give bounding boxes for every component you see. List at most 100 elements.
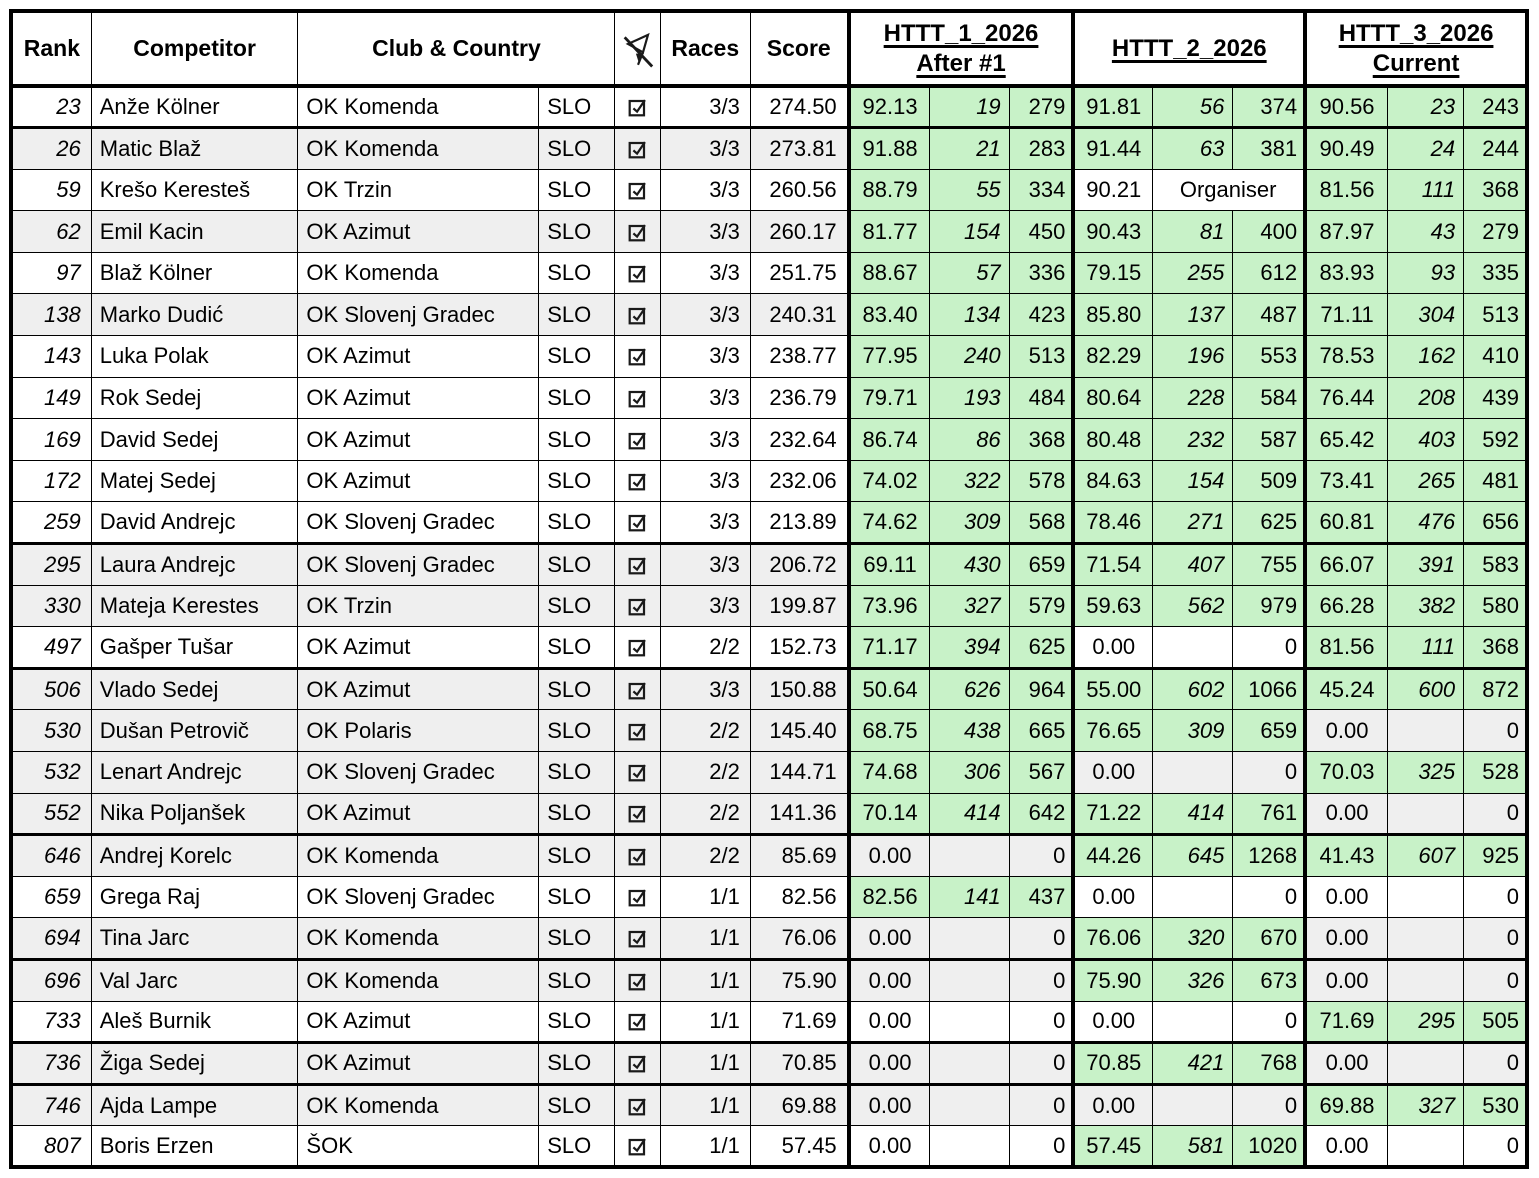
country-cell: SLO (538, 418, 616, 461)
race-2-points-cell: 673 (1232, 958, 1306, 1002)
status-cell (614, 584, 661, 628)
race-3-score-cell: 81.56 (1303, 626, 1388, 670)
checkbox-checked-icon (616, 178, 658, 202)
club-cell: OK Slovenj Gradec (297, 543, 540, 586)
total-score-cell: 82.56 (749, 875, 850, 919)
checkbox-checked-icon (616, 1051, 658, 1075)
race-2-points-cell: 0 (1232, 626, 1306, 670)
race-2-score-cell: 91.81 (1071, 85, 1154, 130)
competitor-row: 59 Krešo Keresteš OK Trzin SLO 3/3 260.56 88.… (10, 168, 1528, 212)
race-2-position-cell (1152, 626, 1234, 670)
checkbox-checked-icon (616, 553, 658, 577)
race-2-score-cell: 71.54 (1071, 543, 1154, 586)
competitor-name-cell: Grega Raj (90, 875, 299, 919)
race-1-score-cell: 0.00 (846, 834, 931, 877)
status-cell (614, 834, 661, 877)
club-cell: OK Azimut (297, 335, 540, 378)
competitor-name-cell: Blaž Kölner (90, 251, 299, 295)
competitor-row: 696 Val Jarc OK Komenda SLO 1/1 75.90 0.00 0 75… (10, 958, 1528, 1002)
rank-cell: 26 (10, 127, 92, 170)
race-2-position-cell: 581 (1152, 1125, 1234, 1168)
race-1-score-cell: 0.00 (846, 1125, 931, 1168)
race-3-score-cell: 0.00 (1303, 1125, 1388, 1168)
race-3-points-cell: 0 (1463, 1125, 1528, 1168)
competitor-name-cell: Marko Dudić (90, 293, 299, 337)
race-2-score-cell: 59.63 (1071, 584, 1154, 628)
race-1-position-cell: 21 (929, 127, 1010, 170)
race-2-position-cell: 63 (1152, 127, 1234, 170)
race-1-points-cell: 0 (1008, 1125, 1074, 1168)
race-2-position-cell (1152, 1083, 1234, 1127)
race-3-points-cell: 592 (1463, 418, 1528, 461)
status-cell (614, 1000, 661, 1045)
race-1-position-cell: 327 (929, 584, 1010, 628)
rank-cell: 62 (10, 210, 92, 253)
race-3-position-cell: 111 (1386, 626, 1465, 670)
race-3-position-cell (1386, 1125, 1465, 1168)
rank-cell: 138 (10, 293, 92, 337)
race-1-score-cell: 81.77 (846, 210, 931, 253)
total-score-cell: 85.69 (749, 834, 850, 877)
competitor-name-cell: Vlado Sedej (90, 667, 299, 711)
total-score-cell: 150.88 (749, 667, 850, 711)
races-cell: 3/3 (659, 667, 751, 711)
checkbox-checked-icon (616, 719, 658, 743)
status-cell (614, 626, 661, 670)
total-score-cell: 152.73 (749, 626, 850, 670)
race-2-points-cell: 584 (1232, 376, 1306, 420)
race-2-position-cell (1152, 751, 1234, 794)
race-3-position-cell: 304 (1386, 293, 1465, 337)
race-1-position-cell: 134 (929, 293, 1010, 337)
races-cell: 3/3 (659, 251, 751, 295)
race-1-position-cell (929, 834, 1010, 877)
status-cell (614, 293, 661, 337)
status-cell (614, 792, 661, 837)
club-cell: OK Azimut (297, 1000, 540, 1045)
race-2-points-cell: 587 (1232, 418, 1306, 461)
race-3-score-cell: 78.53 (1303, 335, 1388, 378)
race-2-position-cell: 81 (1152, 210, 1234, 253)
competitor-row: 26 Matic Blaž OK Komenda SLO 3/3 273.81 91.88… (10, 127, 1528, 170)
race-2-points-cell: 659 (1232, 709, 1306, 752)
country-cell: SLO (538, 85, 616, 130)
status-cell (614, 1083, 661, 1127)
competitor-name-cell: David Sedej (90, 418, 299, 461)
race-1-position-cell: 154 (929, 210, 1010, 253)
race-3-score-cell: 0.00 (1303, 958, 1388, 1002)
competitor-row: 506 Vlado Sedej OK Azimut SLO 3/3 150.88 50.6… (10, 667, 1528, 711)
total-score-cell: 260.17 (749, 210, 850, 253)
checkbox-checked-icon (616, 510, 658, 534)
race-3-points-cell: 0 (1463, 917, 1528, 961)
race-1-position-cell (929, 1083, 1010, 1127)
race-1-score-cell: 82.56 (846, 875, 931, 919)
country-cell: SLO (538, 335, 616, 378)
race-2-score-cell: 91.44 (1071, 127, 1154, 170)
race-3-score-cell: 66.07 (1303, 543, 1388, 586)
race-1-position-cell: 57 (929, 251, 1010, 295)
competitor-name-cell: Val Jarc (90, 958, 299, 1002)
competitor-row: 694 Tina Jarc OK Komenda SLO 1/1 76.06 0.00 0 7… (10, 917, 1528, 961)
race-2-position-cell: 562 (1152, 584, 1234, 628)
race-1-score-cell: 70.14 (846, 792, 931, 837)
club-cell: OK Trzin (297, 584, 540, 628)
race-1-score-cell: 74.68 (846, 751, 931, 794)
status-cell (614, 958, 661, 1002)
race-3-score-cell: 0.00 (1303, 875, 1388, 919)
race-1-position-cell (929, 1042, 1010, 1086)
races-cell: 1/1 (659, 875, 751, 919)
race-2-position-cell: 196 (1152, 335, 1234, 378)
race-3-points-cell: 481 (1463, 459, 1528, 503)
col-header-club-country: Club & Country (297, 10, 616, 88)
race-2-points-cell: 761 (1232, 792, 1306, 837)
total-score-cell: 274.50 (749, 85, 850, 130)
club-cell: OK Slovenj Gradec (297, 875, 540, 919)
race-2-points-cell: 670 (1232, 917, 1306, 961)
race-3-position-cell (1386, 958, 1465, 1002)
country-cell: SLO (538, 875, 616, 919)
competitor-name-cell: Anže Kölner (90, 85, 299, 130)
country-cell: SLO (538, 667, 616, 711)
race-2-points-cell: 625 (1232, 501, 1306, 546)
race-2-position-cell: 56 (1152, 85, 1234, 130)
total-score-cell: 251.75 (749, 251, 850, 295)
race-1-points-cell: 659 (1008, 543, 1074, 586)
